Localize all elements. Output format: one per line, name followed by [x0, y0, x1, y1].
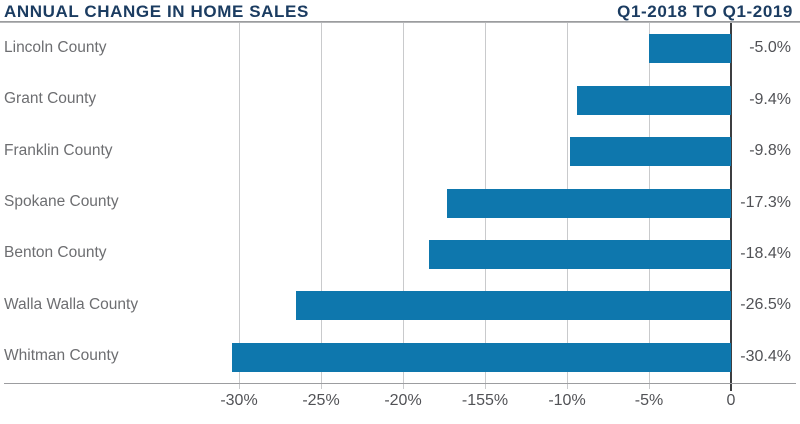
category-label: Walla Walla County — [4, 295, 139, 313]
x-tick-label: 0 — [726, 392, 736, 409]
category-label: Grant County — [4, 90, 97, 108]
category-label: Franklin County — [4, 141, 113, 159]
bar-benton-county — [429, 239, 731, 269]
x-tick-label: -10% — [548, 392, 586, 409]
x-axis-line — [4, 383, 796, 384]
value-label: -5.0% — [749, 39, 791, 57]
bar-franklin-county — [570, 137, 731, 167]
x-gridline — [238, 23, 240, 389]
bar-walla-walla-county — [296, 291, 731, 321]
x-tick-label: -30% — [220, 392, 258, 409]
category-label: Benton County — [4, 244, 107, 262]
zero-value-line — [730, 23, 732, 391]
chart-period: Q1-2018 TO Q1-2019 — [617, 2, 793, 21]
value-label: -26.5% — [740, 296, 791, 314]
bar-lincoln-county — [649, 34, 731, 64]
value-label: -18.4% — [740, 244, 791, 262]
x-tick-label: -25% — [302, 392, 340, 409]
x-gridline — [402, 23, 404, 389]
x-gridline — [320, 23, 322, 389]
bar-spokane-county — [447, 188, 731, 218]
category-label: Lincoln County — [4, 38, 107, 56]
category-label: Whitman County — [4, 347, 119, 365]
chart-title: ANNUAL CHANGE IN HOME SALES — [4, 2, 309, 21]
category-label: Spokane County — [4, 193, 119, 210]
value-label: -9.4% — [749, 90, 791, 108]
value-label: -9.8% — [749, 142, 791, 160]
value-label: -30.4% — [740, 347, 791, 365]
value-label: -17.3% — [740, 193, 791, 211]
x-tick-label: -155% — [461, 392, 509, 409]
bar-whitman-county — [232, 342, 731, 372]
x-tick-label: -5% — [634, 392, 664, 409]
header-divider — [0, 21, 800, 23]
x-tick-label: -20% — [384, 392, 422, 409]
bar-grant-county — [576, 85, 731, 115]
